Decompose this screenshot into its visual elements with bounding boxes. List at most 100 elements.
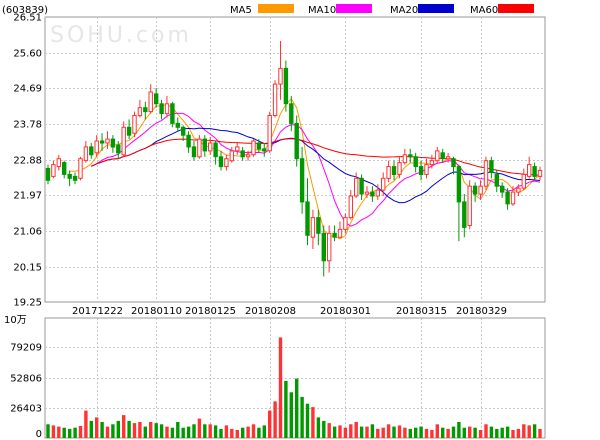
volume-bar (446, 428, 450, 438)
legend-swatch-ma60 (498, 4, 534, 13)
volume-bar (381, 427, 385, 438)
candle-down (321, 232, 327, 262)
candle-up (278, 67, 283, 85)
candle-down (305, 201, 310, 236)
candle-up (83, 146, 89, 162)
volume-y-axis: 79209 52806 26403 0 (10, 343, 42, 440)
volume-bar (251, 424, 256, 438)
candle-down (299, 158, 305, 203)
candle-down (408, 154, 413, 158)
volume-bar (116, 420, 120, 438)
volume-bar (100, 422, 104, 438)
candle-down (462, 201, 467, 228)
candle-up (424, 164, 429, 175)
volume-bar (500, 427, 504, 438)
candle-down (62, 162, 67, 175)
volume-bar (376, 428, 380, 438)
volume-y-tick-label: 26403 (10, 404, 42, 415)
volume-bar (111, 424, 115, 438)
volume-bars (46, 337, 542, 438)
candle-down (67, 173, 72, 179)
candle-up (510, 191, 516, 205)
candle-down (72, 175, 78, 181)
legend-label-ma20: MA20 (390, 5, 418, 16)
volume-bar (516, 428, 521, 438)
candle-up (56, 158, 61, 168)
volume-bar (462, 427, 466, 438)
volume-bar (332, 426, 337, 438)
candle-up (467, 185, 472, 226)
candle-down (186, 134, 191, 148)
volume-bar (289, 392, 293, 438)
candle-up (348, 195, 354, 219)
price-y-tick-label: 19.25 (13, 298, 42, 309)
candle-down (110, 138, 116, 148)
candle-up (235, 146, 240, 152)
date-tick-label: 20180208 (245, 306, 296, 317)
candle-down (116, 144, 121, 154)
candle-down (418, 166, 424, 176)
candle-up (375, 189, 381, 197)
candle-up (429, 160, 435, 166)
volume-bar (159, 424, 164, 438)
volume-bar (46, 424, 50, 438)
candle-down (505, 191, 510, 205)
volume-bar (186, 426, 191, 438)
volume-bar (257, 427, 261, 438)
volume-bar (213, 425, 218, 438)
volume-bar (327, 423, 331, 438)
volume-bar (273, 401, 277, 438)
volume-bar (208, 424, 212, 438)
volume-bar (127, 420, 131, 438)
volume-bar (365, 426, 369, 438)
candle-up (478, 185, 483, 195)
candle-down (489, 160, 494, 173)
candle-up (483, 160, 489, 187)
candle-up (245, 154, 251, 158)
volume-bar (435, 424, 439, 438)
candle-up (354, 177, 359, 197)
volume-bar (338, 425, 342, 438)
candle-down (456, 166, 462, 203)
candle-up (445, 156, 451, 160)
volume-bar (349, 424, 353, 438)
volume-bar (532, 424, 537, 438)
price-y-tick-label: 24.69 (13, 84, 42, 95)
candle-up (132, 115, 137, 134)
volume-bar (386, 424, 391, 438)
volume-bar (224, 425, 229, 438)
volume-bar (489, 426, 494, 438)
candle-down (370, 191, 375, 197)
volume-bar (181, 427, 185, 438)
volume-bar (176, 422, 180, 438)
candle-up (397, 162, 402, 175)
candle-up (435, 150, 440, 162)
candle-up (337, 228, 343, 238)
volume-bar (105, 426, 110, 438)
candle-down (170, 103, 175, 124)
volume-unit-label: 10万 (4, 315, 27, 326)
candle-up (521, 173, 526, 189)
volume-bar (403, 427, 407, 438)
candle-down (240, 150, 245, 158)
volume-bar (122, 415, 126, 438)
candle-down (202, 138, 208, 152)
legend-swatch-ma10 (336, 4, 372, 13)
candle-up (402, 154, 408, 164)
volume-bar (165, 426, 169, 438)
volume-y-tick-label: 79209 (10, 343, 42, 354)
candle-up (267, 115, 272, 152)
candle-up (310, 217, 316, 238)
volume-bar (311, 407, 315, 438)
candle-down (440, 152, 445, 160)
candle-down (289, 103, 294, 124)
candle-up (272, 83, 278, 116)
volume-bar (495, 428, 499, 438)
price-y-tick-label: 26.51 (13, 13, 42, 24)
volume-bar (343, 427, 348, 438)
candle-down (191, 146, 197, 158)
candle-down (294, 122, 299, 160)
date-tick-label: 20180301 (320, 306, 371, 317)
candle-up (105, 138, 110, 144)
